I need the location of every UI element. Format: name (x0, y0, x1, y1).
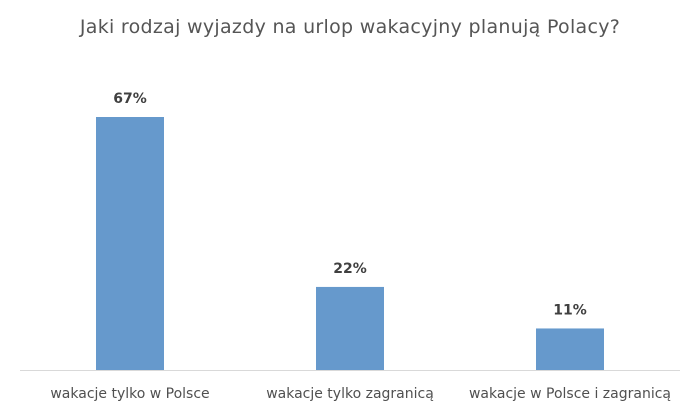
data-label-2: 22% (333, 261, 367, 277)
data-label-1: 67% (113, 91, 147, 107)
category-label-1: wakacje tylko w Polsce (50, 386, 209, 402)
category-label-3: wakacje w Polsce i zagranicą (469, 386, 671, 402)
bar-3 (536, 328, 604, 370)
chart-title: Jaki rodzaj wyjazdy na urlop wakacyjny p… (79, 16, 621, 38)
bar-1 (96, 117, 164, 370)
data-label-3: 11% (553, 302, 587, 318)
category-label-2: wakacje tylko zagranicą (266, 386, 434, 402)
bar-2 (316, 286, 384, 370)
